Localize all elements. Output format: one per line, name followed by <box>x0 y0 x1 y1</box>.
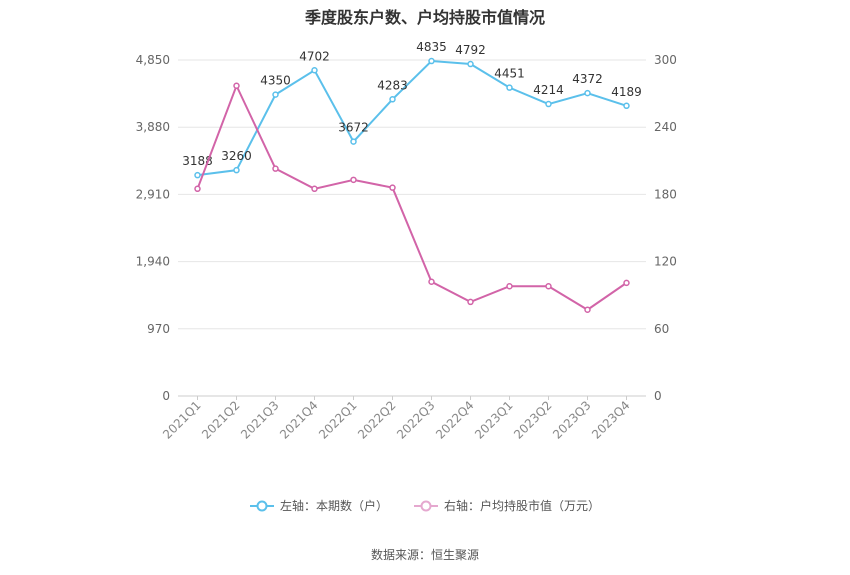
x-tick-label: 2023Q3 <box>550 398 594 442</box>
x-tick-label: 2022Q2 <box>355 398 399 442</box>
data-point-left <box>350 138 357 145</box>
series-line-right <box>196 83 628 311</box>
x-tick-label: 2021Q1 <box>160 398 204 442</box>
legend: 左轴：本期数（户） 右轴：户均持股市值（万元） <box>0 497 850 514</box>
data-point-right <box>428 278 435 286</box>
data-source: 数据来源：恒生聚源 <box>370 548 479 562</box>
legend-item-right-series[interactable]: 右轴：户均持股市值（万元） <box>414 497 600 514</box>
y-right-tick-label: 300 <box>654 53 677 67</box>
x-tick-label: 2021Q4 <box>277 398 321 442</box>
data-point-left <box>623 102 630 110</box>
data-point-left <box>311 67 318 74</box>
data-label: 3260 <box>221 149 252 163</box>
data-label: 4702 <box>299 49 330 63</box>
x-tick-label: 2023Q2 <box>511 398 555 442</box>
y-left-tick-label: 3,880 <box>136 120 170 134</box>
data-point-right <box>623 279 630 287</box>
data-point-left <box>506 84 513 91</box>
y-left-tick-label: 1,940 <box>136 255 170 269</box>
data-point-right <box>233 82 240 90</box>
series-line-left <box>197 60 627 177</box>
data-point-left <box>389 96 396 103</box>
data-label: 3672 <box>338 121 369 135</box>
data-point-right <box>311 185 318 193</box>
y-left-tick-label: 970 <box>147 322 170 336</box>
legend-label-left: 左轴：本期数（户） <box>279 499 388 513</box>
x-tick-label: 2022Q3 <box>394 398 438 442</box>
y-left-tick-label: 2,910 <box>136 187 170 201</box>
data-label: 4835 <box>416 40 447 54</box>
legend-marker-right <box>414 500 438 511</box>
data-point-left <box>272 91 279 98</box>
data-point-left <box>428 57 435 65</box>
data-label: 4792 <box>455 43 486 57</box>
data-point-left <box>584 89 591 97</box>
x-tick-label: 2023Q1 <box>472 398 516 442</box>
data-point-right <box>350 176 357 184</box>
line-chart: 0 0 970 60 1,940 120 2,910 180 3,880 240 4,850 300 2… <box>136 40 677 442</box>
data-label: 4283 <box>377 78 408 92</box>
y-right-tick-label: 0 <box>654 389 662 403</box>
x-tick-label: 2021Q2 <box>199 398 243 442</box>
data-label: 4189 <box>611 85 642 99</box>
data-point-left <box>233 166 240 174</box>
data-point-right <box>272 165 279 172</box>
x-tick-label: 2022Q4 <box>433 398 477 442</box>
y-right-tick-label: 60 <box>654 322 669 336</box>
data-point-left <box>545 100 552 108</box>
data-point-right <box>194 185 201 193</box>
data-label: 3188 <box>182 154 213 168</box>
y-right-tick-label: 120 <box>654 255 677 269</box>
legend-item-left-series[interactable]: 左轴：本期数（户） <box>249 497 388 514</box>
data-label: 4372 <box>572 72 603 86</box>
data-point-right <box>506 282 513 290</box>
x-tick-label: 2021Q3 <box>238 398 282 442</box>
y-left-tick-label: 0 <box>162 389 170 403</box>
data-point-right <box>545 282 552 290</box>
x-tick-label: 2022Q1 <box>316 398 360 442</box>
y-left-tick-label: 4,850 <box>136 53 170 67</box>
legend-marker-left <box>249 500 274 511</box>
data-label: 4451 <box>494 67 525 81</box>
data-point-right <box>584 306 591 314</box>
x-tick-label: 2023Q4 <box>589 398 633 442</box>
data-point-left <box>467 60 474 68</box>
data-point-right <box>467 298 474 306</box>
y-right-tick-label: 240 <box>654 120 677 134</box>
data-label: 4350 <box>260 74 291 88</box>
chart-title: 季度股东户数、户均持股市值情况 <box>304 8 545 27</box>
data-label: 4214 <box>533 83 564 97</box>
data-point-left <box>194 171 201 179</box>
y-right-tick-label: 180 <box>654 187 677 201</box>
legend-label-right: 右轴：户均持股市值（万元） <box>444 499 601 513</box>
data-point-right <box>389 184 396 191</box>
